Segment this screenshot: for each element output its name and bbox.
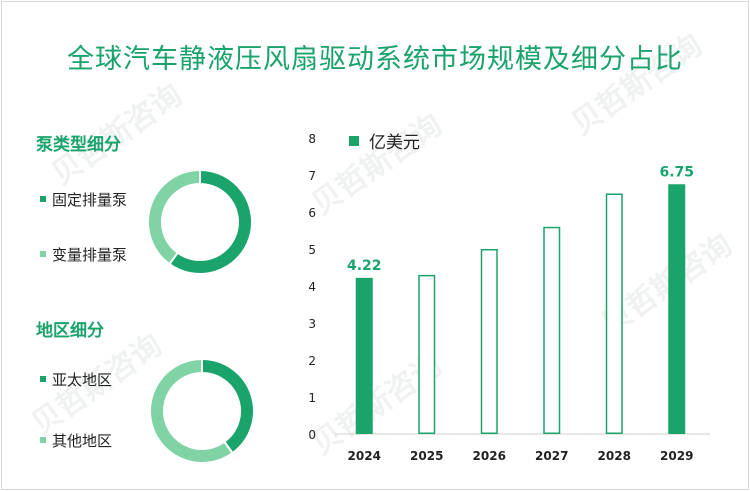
pump-donut-slice: [168, 168, 253, 275]
pump-donut-chart: [147, 168, 253, 275]
x-tick-label: 2025: [410, 449, 443, 463]
y-tick-label: 3: [308, 317, 316, 331]
y-tick-label: 0: [308, 428, 316, 442]
region-legend-other: 其他地区: [40, 430, 112, 451]
legend-square-icon: [40, 375, 46, 382]
x-tick-label: 2024: [348, 449, 381, 463]
legend-label: 亚太地区: [52, 371, 113, 389]
legend-square-icon: [40, 250, 46, 257]
bar-2026: [480, 249, 498, 434]
x-tick-label: 2026: [473, 449, 506, 463]
y-tick-label: 1: [308, 391, 316, 405]
pump-section-title: 泵类型细分: [36, 135, 121, 155]
series-legend-label: 亿美元: [369, 133, 420, 153]
bar-2028: [605, 193, 623, 434]
legend-label: 变量排量泵: [52, 246, 128, 264]
x-tick-label: 2027: [535, 449, 568, 463]
legend-square-icon: [40, 436, 46, 443]
data-label-2029: 6.75: [659, 164, 694, 180]
legend-label: 其他地区: [52, 432, 113, 450]
bar-2029: [668, 184, 686, 434]
region-donut-chart: [149, 357, 255, 464]
pump-donut-slice: [147, 168, 201, 266]
pump-legend-fixed: 固定排量泵: [40, 189, 127, 210]
y-tick-label: 6: [308, 206, 316, 220]
data-label-2024: 4.22: [347, 258, 382, 274]
region-donut-slice: [201, 357, 255, 455]
bar-2027: [543, 226, 561, 434]
legend-square-icon: [40, 195, 46, 202]
region-section-title: 地区细分: [36, 321, 104, 341]
region-donut-slice: [149, 357, 234, 464]
x-tick-label: 2028: [598, 449, 631, 463]
y-tick-label: 5: [308, 243, 316, 257]
x-tick-label: 2029: [660, 449, 693, 463]
page-title: 全球汽车静液压风扇驱动系统市场规模及细分占比: [67, 44, 683, 75]
region-legend-apac: 亚太地区: [40, 369, 112, 390]
y-tick-label: 8: [308, 132, 316, 146]
series-legend: 亿美元: [349, 128, 420, 153]
pump-legend-variable: 变量排量泵: [40, 244, 127, 265]
y-tick-label: 4: [308, 280, 316, 294]
y-tick-label: 7: [308, 169, 316, 183]
bar-2025: [418, 274, 436, 434]
bar-chart: 0 1 2 3 4 5 6 7 8 4.22 2024 2025 2026 2027 2028 6.75 202…: [308, 132, 710, 463]
legend-label: 固定排量泵: [52, 191, 128, 209]
y-tick-label: 2: [308, 354, 316, 368]
legend-square-icon: [349, 136, 359, 146]
bar-2024: [355, 277, 373, 434]
